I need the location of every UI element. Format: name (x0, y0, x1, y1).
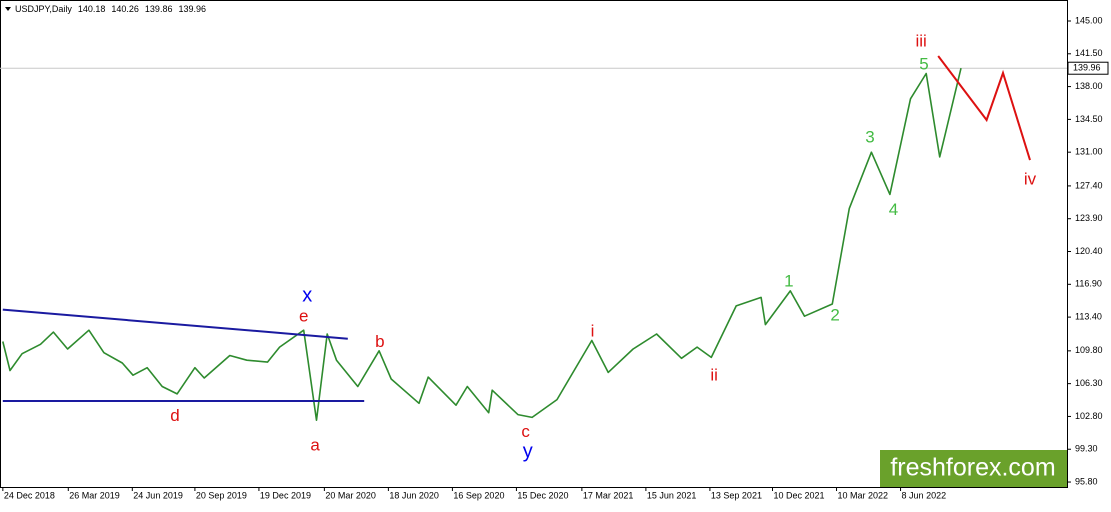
x-tick-label: 18 Jun 2020 (389, 490, 439, 500)
last-price-box (1067, 61, 1109, 75)
x-tick-label: 20 Mar 2020 (325, 490, 376, 500)
x-tick-label: 24 Jun 2019 (133, 490, 183, 500)
wave-label: ii (710, 366, 718, 385)
watermark: freshforex.com (890, 454, 1055, 482)
wave-label: d (170, 406, 179, 425)
x-tick-label: 10 Mar 2022 (838, 490, 889, 500)
x-tick-label: 13 Sep 2021 (711, 490, 762, 500)
y-tick-label: 120.40 (1075, 246, 1103, 256)
wave-label: 5 (919, 55, 928, 74)
price-line (2, 68, 962, 421)
ohlc-value: 140.18 (78, 4, 106, 14)
wave-label: c (521, 422, 530, 441)
symbol: USDJPY,Daily (15, 4, 72, 14)
x-tick-label: 17 Mar 2021 (583, 490, 634, 500)
drawn-line (937, 55, 1031, 161)
wave-label: 1 (784, 271, 793, 290)
y-tick-label: 123.90 (1075, 213, 1103, 223)
y-tick-label: 145.00 (1075, 15, 1103, 25)
y-tick-label: 116.90 (1075, 279, 1102, 289)
x-tick-label: 20 Sep 2019 (196, 490, 247, 500)
wave-label: i (591, 322, 595, 341)
y-tick-label: 138.00 (1075, 81, 1103, 91)
x-tick-label: 10 Dec 2021 (774, 490, 825, 500)
x-tick-label: 15 Jun 2021 (647, 490, 697, 500)
last-price-label: 139.96 (1073, 63, 1101, 73)
y-tick-label: 113.40 (1075, 311, 1102, 321)
wave-label: b (375, 332, 384, 351)
menu-arrow[interactable] (5, 7, 11, 11)
plot-frame (0, 0, 1068, 488)
wave-label: e (299, 307, 308, 326)
x-tick-label: 16 Sep 2020 (453, 490, 504, 500)
y-tick-label: 131.00 (1075, 147, 1103, 157)
watermark-box (880, 450, 1067, 487)
y-tick-label: 134.50 (1075, 114, 1103, 124)
y-tick-label: 106.30 (1075, 378, 1103, 388)
y-tick-label: 95.80 (1075, 476, 1098, 486)
drawn-line (2, 308, 348, 340)
wave-label: a (310, 435, 320, 454)
wave-label: x (302, 284, 312, 306)
y-tick-label: 99.30 (1075, 444, 1098, 454)
x-tick-label: 8 Jun 2022 (902, 490, 947, 500)
wave-label: iv (1024, 169, 1037, 188)
y-tick-label: 109.80 (1075, 345, 1103, 355)
wave-label: y (523, 440, 533, 462)
wave-label: 2 (830, 306, 839, 325)
ohlc-value: 139.96 (178, 4, 206, 14)
x-tick-label: 15 Dec 2020 (517, 490, 568, 500)
y-tick-label: 102.80 (1075, 411, 1103, 421)
y-tick-label: 127.40 (1075, 180, 1103, 190)
y-tick-label: 141.50 (1075, 48, 1103, 58)
wave-label: iii (916, 31, 927, 50)
wave-label: 4 (889, 200, 898, 219)
ohlc-value: 139.86 (145, 4, 173, 14)
ohlc-value: 140.26 (111, 4, 139, 14)
x-tick-label: 24 Dec 2018 (4, 490, 55, 500)
x-tick-label: 19 Dec 2019 (260, 490, 311, 500)
wave-label: 3 (865, 128, 874, 147)
header: USDJPY,Daily 140.18 140.26 139.86 139.96 (15, 4, 206, 14)
x-tick-label: 26 Mar 2019 (69, 490, 120, 500)
